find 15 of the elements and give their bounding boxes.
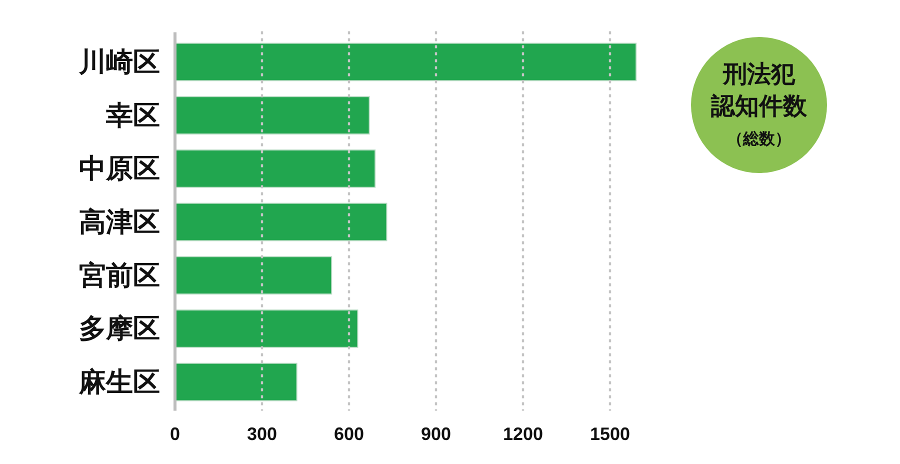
y-tick-label: 幸区: [105, 100, 160, 130]
x-tick-label: 900: [420, 424, 452, 444]
y-tick-label: 高津区: [79, 207, 160, 237]
y-tick-label: 川崎区: [78, 46, 160, 77]
x-tick-label: 600: [334, 424, 364, 444]
text: （総数）: [727, 130, 791, 148]
y-tick-label: 多摩区: [79, 314, 160, 344]
x-tick-label: 300: [246, 424, 278, 444]
x-tick-label: 1200: [502, 424, 544, 444]
x-tick-label: 1500: [590, 424, 630, 444]
x-tick-label: 0: [170, 424, 180, 444]
y-tick-label: 中原区: [79, 154, 160, 184]
y-tick-label: 宮前区: [79, 260, 160, 290]
text: 刑法犯認知件数: [710, 61, 808, 120]
y-tick-label: 麻生区: [78, 367, 160, 398]
